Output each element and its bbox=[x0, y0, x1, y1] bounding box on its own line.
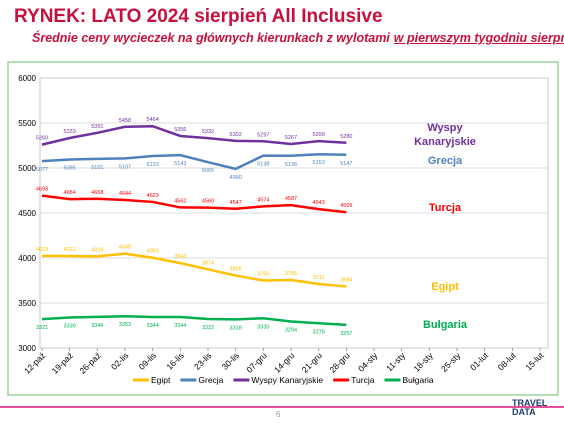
data-label: 4990 bbox=[230, 175, 242, 181]
data-label: 4003 bbox=[147, 249, 159, 255]
y-tick-label: 3500 bbox=[18, 299, 36, 308]
data-label: 4562 bbox=[174, 198, 186, 204]
data-label: 3318 bbox=[230, 325, 242, 331]
data-label: 5143 bbox=[174, 161, 186, 167]
data-label: 4543 bbox=[313, 200, 325, 206]
y-tick-label: 3000 bbox=[18, 344, 36, 353]
data-label: 5107 bbox=[119, 164, 131, 170]
legend-item: Wyspy Kanaryjskie bbox=[233, 375, 323, 385]
data-label: 3755 bbox=[285, 271, 297, 277]
subtitle: Średnie ceny wycieczek na głównych kieru… bbox=[32, 31, 564, 45]
series-line bbox=[41, 194, 347, 214]
data-label: 4022 bbox=[64, 247, 76, 253]
data-label: 4623 bbox=[147, 193, 159, 199]
data-label: 3874 bbox=[202, 260, 214, 266]
data-label: 5095 bbox=[64, 165, 76, 171]
data-label: 4023 bbox=[36, 247, 48, 253]
logo-line: DATA bbox=[512, 407, 536, 417]
y-tick-label: 4000 bbox=[18, 254, 36, 263]
data-label: 3805 bbox=[230, 267, 242, 273]
data-label: 5077 bbox=[36, 167, 48, 173]
data-label: 4574 bbox=[257, 197, 269, 203]
data-label: 3330 bbox=[257, 324, 269, 330]
data-label: 4658 bbox=[91, 190, 103, 196]
legend-item: Egipt bbox=[133, 375, 171, 385]
data-label: 5101 bbox=[91, 165, 103, 171]
data-label: 5260 bbox=[36, 136, 48, 142]
y-tick-label: 5500 bbox=[18, 119, 36, 128]
data-label: 5133 bbox=[147, 162, 159, 168]
data-label: 3294 bbox=[285, 328, 297, 334]
y-tick-label: 4500 bbox=[18, 209, 36, 218]
logo-line: TRAVEL bbox=[512, 398, 548, 408]
legend-item: Grecja bbox=[180, 375, 224, 385]
series-line bbox=[41, 314, 347, 327]
data-label: 5153 bbox=[313, 160, 325, 166]
y-tick-label: 6000 bbox=[18, 74, 36, 83]
data-label: 4693 bbox=[36, 187, 48, 193]
data-label: 3344 bbox=[147, 323, 159, 329]
data-label: 3711 bbox=[313, 275, 325, 281]
data-label: 4509 bbox=[340, 203, 352, 209]
legend-item: Turcja bbox=[333, 375, 375, 385]
y-tick-label: 5000 bbox=[18, 164, 36, 173]
data-label: 4547 bbox=[230, 200, 242, 206]
subtitle-emphasis: w pierwszym tygodniu sierpnia bbox=[393, 31, 564, 45]
data-label: 5280 bbox=[340, 134, 352, 140]
data-label: 5332 bbox=[202, 129, 214, 135]
data-label: 3750 bbox=[257, 272, 269, 278]
series-line bbox=[41, 124, 347, 146]
data-label: 4644 bbox=[119, 191, 131, 197]
series-annotation: Grecja bbox=[427, 155, 463, 167]
data-label: 5065 bbox=[202, 168, 214, 174]
data-label: 3943 bbox=[174, 254, 186, 260]
series-line bbox=[41, 152, 347, 171]
data-label: 5299 bbox=[313, 132, 325, 138]
series-annotation: Egipt bbox=[431, 281, 459, 293]
data-label: 5136 bbox=[285, 162, 297, 168]
data-label: 5356 bbox=[174, 127, 186, 133]
logo: TRAVEL DATA bbox=[512, 399, 547, 417]
data-label: 5302 bbox=[230, 132, 242, 138]
data-label: 3257 bbox=[340, 331, 352, 337]
data-label: 3344 bbox=[174, 323, 186, 329]
data-label: 3346 bbox=[91, 323, 103, 329]
series-annotation: Turcja bbox=[428, 202, 462, 214]
data-label: 5458 bbox=[119, 118, 131, 124]
data-label: 3684 bbox=[340, 277, 352, 283]
legend-label: Egipt bbox=[151, 375, 171, 385]
data-label: 3322 bbox=[202, 325, 214, 331]
page-number: 6 bbox=[276, 410, 281, 419]
subtitle-text: Średnie ceny wycieczek na głównych kieru… bbox=[32, 31, 390, 45]
data-label: 5267 bbox=[285, 135, 297, 141]
legend-label: Bułgaria bbox=[402, 375, 433, 385]
data-label: 5391 bbox=[91, 124, 103, 130]
data-label: 3275 bbox=[313, 329, 325, 335]
series-line bbox=[41, 252, 347, 288]
data-label: 5333 bbox=[64, 129, 76, 135]
data-label: 3353 bbox=[119, 322, 131, 328]
series-annotation: Wyspy Kanaryjskie bbox=[414, 122, 476, 148]
data-label: 5138 bbox=[257, 162, 269, 168]
legend-label: Grecja bbox=[198, 375, 223, 385]
legend-label: Wyspy Kanaryjskie bbox=[251, 375, 323, 385]
title: RYNEK: LATO 2024 sierpień All Inclusive bbox=[14, 6, 383, 27]
data-label: 3321 bbox=[36, 325, 48, 331]
data-label: 4018 bbox=[91, 247, 103, 253]
data-label: 4048 bbox=[119, 245, 131, 251]
data-label: 3339 bbox=[64, 323, 76, 329]
legend-label: Turcja bbox=[351, 375, 375, 385]
data-label: 4654 bbox=[64, 190, 76, 196]
legend-item: Bułgaria bbox=[384, 375, 434, 385]
data-label: 4560 bbox=[202, 199, 214, 205]
data-label: 4587 bbox=[285, 196, 297, 202]
data-label: 5147 bbox=[340, 161, 352, 167]
series-annotation: Bułgaria bbox=[422, 319, 467, 331]
data-label: 5464 bbox=[147, 117, 159, 123]
data-label: 5297 bbox=[257, 132, 269, 138]
